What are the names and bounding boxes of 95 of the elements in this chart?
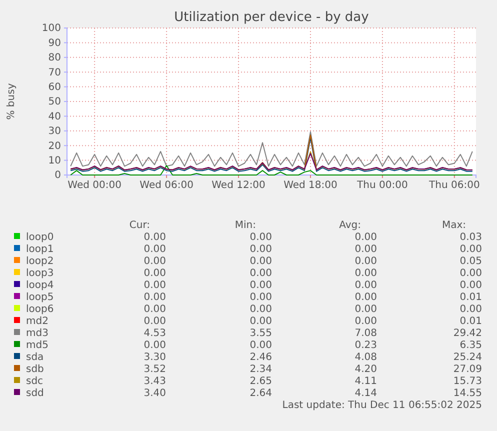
x-tick-label: Wed 00:00 bbox=[68, 180, 122, 192]
y-tick-label: 0 bbox=[54, 170, 61, 182]
text: 0.00 bbox=[250, 268, 272, 279]
text: 0.00 bbox=[354, 256, 377, 267]
text: 27.09 bbox=[453, 364, 482, 375]
legend-label: loop2 bbox=[26, 256, 54, 267]
text: 0.00 bbox=[250, 304, 272, 315]
text: 0.00 bbox=[354, 232, 377, 243]
y-tick-label: 80 bbox=[48, 52, 61, 64]
text: 0.00 bbox=[144, 268, 166, 279]
text: 3.52 bbox=[144, 364, 166, 375]
text: 0.05 bbox=[460, 256, 482, 267]
legend-label: loop3 bbox=[26, 268, 54, 279]
text: 0.00 bbox=[354, 292, 377, 303]
legend-label: loop5 bbox=[26, 292, 54, 303]
text: 4.08 bbox=[354, 352, 377, 363]
text: 4.14 bbox=[354, 388, 377, 399]
text: Avg: bbox=[339, 220, 361, 231]
text: 0.00 bbox=[354, 280, 377, 291]
y-axis-title: % busy bbox=[6, 83, 17, 120]
y-tick-label: 20 bbox=[48, 140, 61, 152]
legend-label: sdd bbox=[26, 388, 44, 399]
y-tick-label: 100 bbox=[42, 23, 61, 34]
text: Cur: bbox=[129, 220, 150, 231]
legend-label: md2 bbox=[26, 316, 48, 327]
legend-label: sdc bbox=[26, 376, 44, 387]
text: Max: bbox=[442, 220, 466, 231]
text: 0.00 bbox=[250, 316, 272, 327]
legend-label: loop6 bbox=[26, 304, 54, 315]
text: 0.00 bbox=[250, 340, 272, 351]
text: 3.43 bbox=[144, 376, 166, 387]
x-tick-label: Wed 06:00 bbox=[140, 180, 194, 192]
text: 25.24 bbox=[453, 352, 482, 363]
y-tick-label: 60 bbox=[48, 82, 61, 93]
text: 0.00 bbox=[144, 256, 166, 267]
text: 0.23 bbox=[354, 340, 377, 351]
text: 0.00 bbox=[144, 316, 166, 327]
legend-label: md3 bbox=[26, 328, 48, 339]
text: 0.00 bbox=[250, 244, 272, 255]
y-tick-label: 30 bbox=[48, 126, 61, 138]
x-tick-label: Wed 12:00 bbox=[212, 180, 266, 192]
y-tick-label: 10 bbox=[48, 156, 61, 166]
text: 0.00 bbox=[460, 244, 482, 255]
text: 4.20 bbox=[354, 364, 377, 375]
text: 0.00 bbox=[250, 280, 272, 291]
text: 2.34 bbox=[250, 364, 272, 375]
text: Last update: Thu Dec 11 06:55:02 2025 bbox=[282, 400, 482, 411]
text: 6.35 bbox=[460, 340, 482, 351]
text: 0.00 bbox=[460, 304, 482, 315]
text: 0.01 bbox=[460, 316, 482, 327]
text: 0.00 bbox=[354, 304, 377, 315]
text: 0.00 bbox=[144, 244, 166, 255]
legend-label: sdb bbox=[26, 364, 44, 375]
text: 0.00 bbox=[354, 316, 377, 327]
text: 15.73 bbox=[453, 376, 482, 387]
y-tick-label: 90 bbox=[48, 38, 61, 49]
text: 14.55 bbox=[453, 388, 482, 399]
text: 4.11 bbox=[354, 376, 377, 387]
text: 0.00 bbox=[354, 244, 377, 255]
text: 3.30 bbox=[144, 352, 166, 363]
legend-label: loop0 bbox=[26, 232, 54, 243]
text: 0.00 bbox=[144, 304, 166, 315]
legend-label: sda bbox=[26, 352, 44, 363]
text: 0.00 bbox=[144, 232, 166, 243]
text: 0.00 bbox=[250, 256, 272, 267]
text: 0.00 bbox=[144, 280, 166, 291]
text: 0.00 bbox=[250, 292, 272, 303]
text: 0.00 bbox=[250, 232, 272, 243]
text: 3.55 bbox=[250, 328, 272, 339]
chart-title: Utilization per device - by day bbox=[174, 10, 370, 25]
text: 2.65 bbox=[250, 376, 272, 387]
y-tick-label: 50 bbox=[48, 96, 61, 108]
text: 0.03 bbox=[460, 232, 482, 243]
legend-label: loop1 bbox=[26, 244, 54, 255]
x-tick-label: Thu 06:00 bbox=[428, 180, 480, 192]
y-tick-label: 70 bbox=[48, 67, 61, 78]
text: 0.00 bbox=[144, 292, 166, 303]
text: 2.64 bbox=[250, 388, 272, 399]
text: 29.42 bbox=[453, 328, 482, 339]
text: 2.46 bbox=[250, 352, 272, 363]
text: 0.00 bbox=[460, 280, 482, 291]
text: 7.08 bbox=[354, 328, 377, 339]
text: 4.53 bbox=[144, 328, 166, 339]
legend-label: md5 bbox=[26, 340, 48, 351]
y-tick-label: 40 bbox=[48, 111, 61, 122]
x-tick-label: Thu 00:00 bbox=[356, 180, 408, 192]
x-tick-label: Wed 18:00 bbox=[284, 180, 338, 192]
text: 0.00 bbox=[460, 268, 482, 279]
text: 0.00 bbox=[354, 268, 377, 279]
legend-label: loop4 bbox=[26, 280, 54, 291]
text: 0.00 bbox=[144, 340, 166, 351]
line-series bbox=[70, 165, 473, 176]
text: 0.01 bbox=[460, 292, 482, 303]
text: 3.40 bbox=[144, 388, 166, 399]
text: Min: bbox=[234, 220, 256, 231]
